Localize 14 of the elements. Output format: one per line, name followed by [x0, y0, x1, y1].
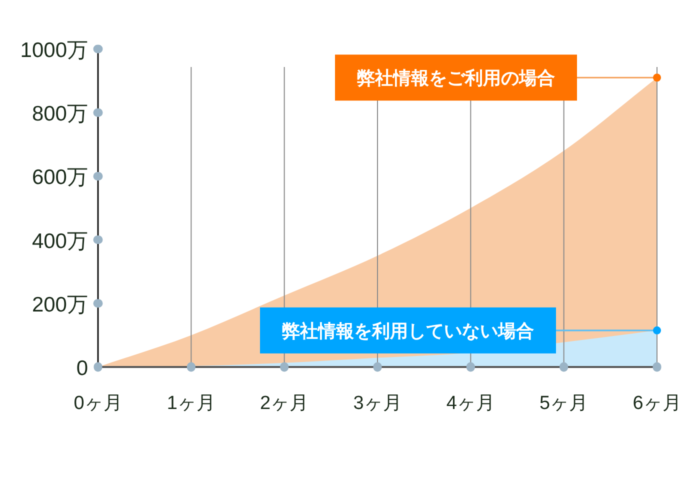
y-tick-label: 1000万	[20, 39, 88, 62]
y-tick-label: 0	[76, 357, 88, 380]
x-tick-label: 2ヶ月	[260, 393, 309, 414]
x-tick-label: 3ヶ月	[353, 393, 402, 414]
y-tick-label: 600万	[32, 166, 88, 190]
x-tick-label: 4ヶ月	[446, 393, 495, 414]
x-tick-label: 6ヶ月	[632, 393, 682, 414]
series-label: 弊社情報を利用していない場合	[282, 320, 534, 341]
x-tick-label: 0ヶ月	[74, 393, 122, 414]
y-tick-label: 200万	[32, 293, 88, 316]
y-tick-label: 800万	[32, 102, 88, 126]
x-tick-label: 1ヶ月	[166, 393, 216, 414]
y-tick-label: 400万	[32, 230, 88, 253]
x-tick-label: 5ヶ月	[540, 393, 588, 414]
